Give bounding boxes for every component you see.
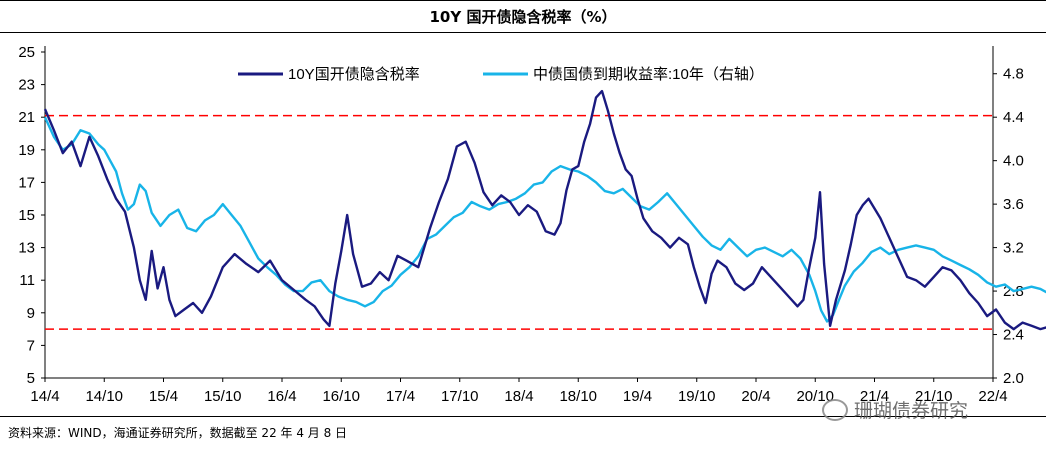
y-left-tick-label: 21 <box>18 109 35 126</box>
y-right-tick-label: 2.4 <box>1003 327 1024 344</box>
y-left-tick-label: 5 <box>27 370 35 387</box>
legend-label: 中债国债到期收益率:10年（右轴） <box>533 66 764 83</box>
reference-lines <box>45 114 993 330</box>
top-rule <box>0 0 1046 1</box>
y-left-tick-label: 25 <box>18 44 35 61</box>
x-tick-label: 20/10 <box>796 388 834 405</box>
chart-title: 10Y 国开债隐含税率（%） <box>429 8 617 26</box>
watermark-text: 珊瑚债券研究 <box>854 400 969 422</box>
x-tick-label: 16/4 <box>267 388 296 405</box>
legend-label: 10Y国开债隐含税率 <box>288 66 420 83</box>
series-lines <box>43 89 1046 331</box>
axes-group: 57911131517192123252.02.42.83.23.64.04.4… <box>18 44 1024 405</box>
series-line-implied-tax-rate <box>43 89 1046 331</box>
series-line-treasury-yield <box>43 116 1046 323</box>
x-tick-label: 22/4 <box>978 388 1007 405</box>
y-left-tick-label: 19 <box>18 142 35 159</box>
y-right-tick-label: 3.6 <box>1003 196 1024 213</box>
x-tick-label: 21/4 <box>860 388 889 405</box>
bottom-rule <box>0 416 1046 417</box>
x-tick-label: 19/10 <box>678 388 716 405</box>
y-right-tick-label: 4.8 <box>1003 66 1024 83</box>
line-chart: 57911131517192123252.02.42.83.23.64.04.4… <box>18 44 1046 405</box>
y-left-tick-label: 11 <box>19 272 35 289</box>
wechat-icon <box>822 398 848 421</box>
legend: 10Y国开债隐含税率 中债国债到期收益率:10年（右轴） <box>238 66 764 83</box>
x-tick-label: 18/10 <box>559 388 597 405</box>
title-rule <box>0 32 1046 33</box>
watermark: 珊瑚债券研究 <box>822 396 968 423</box>
x-tick-label: 19/4 <box>623 388 652 405</box>
y-left-tick-label: 23 <box>18 77 35 94</box>
y-right-tick-label: 2.0 <box>1003 370 1024 387</box>
x-tick-label: 21/10 <box>915 388 953 405</box>
x-tick-label: 20/4 <box>741 388 770 405</box>
x-tick-label: 16/10 <box>322 388 360 405</box>
y-right-tick-label: 4.0 <box>1003 153 1024 170</box>
y-left-tick-label: 7 <box>27 337 35 354</box>
y-left-tick-label: 17 <box>18 174 35 191</box>
y-right-tick-label: 3.2 <box>1003 240 1024 257</box>
y-right-tick-label: 4.4 <box>1003 109 1024 126</box>
x-tick-label: 18/4 <box>504 388 533 405</box>
y-left-tick-label: 9 <box>27 305 35 322</box>
y-left-tick-label: 15 <box>18 207 35 224</box>
x-tick-label: 14/10 <box>85 388 123 405</box>
x-tick-label: 17/4 <box>386 388 415 405</box>
source-note: 资料来源：WIND，海通证券研究所，数据截至 22 年 4 月 8 日 <box>8 426 348 440</box>
x-tick-label: 15/10 <box>204 388 242 405</box>
x-tick-label: 14/4 <box>30 388 59 405</box>
x-tick-label: 15/4 <box>149 388 178 405</box>
y-left-tick-label: 13 <box>18 240 35 257</box>
x-tick-label: 17/10 <box>441 388 479 405</box>
